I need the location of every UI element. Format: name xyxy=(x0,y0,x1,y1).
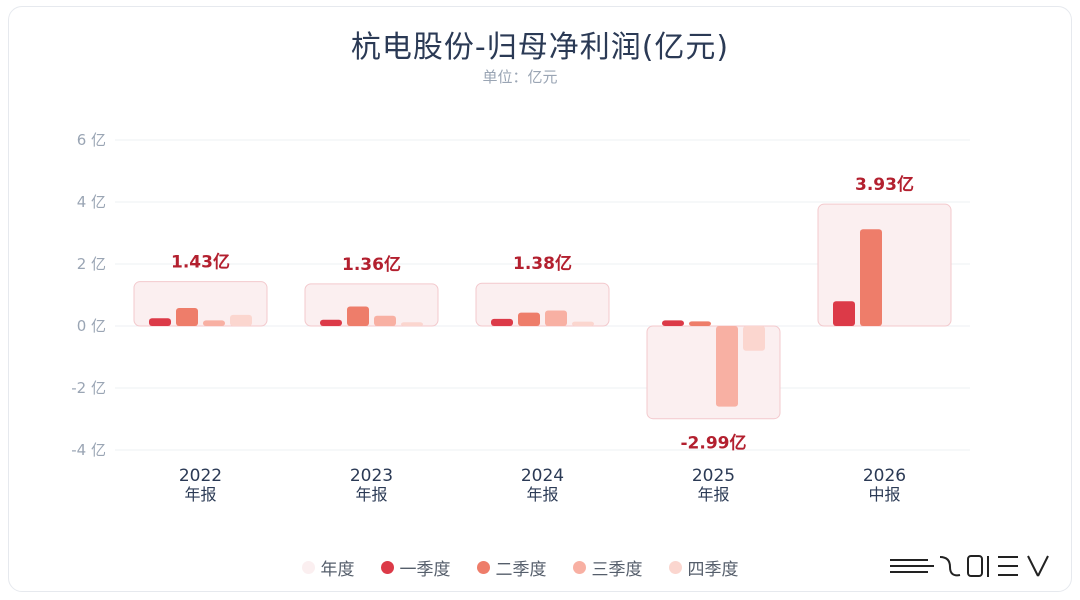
legend-label: 一季度 xyxy=(399,560,451,580)
annual-value-label: 1.38亿 xyxy=(513,253,572,274)
x-tick-period: 中报 xyxy=(868,485,900,504)
quarter-bar xyxy=(662,320,684,326)
quarter-bar xyxy=(374,315,396,326)
legend-swatch xyxy=(301,561,315,574)
annual-value-label: -2.99亿 xyxy=(681,433,747,454)
quarter-bar xyxy=(833,301,855,326)
annual-value-label: 1.36亿 xyxy=(342,254,401,275)
x-tick-period: 年报 xyxy=(184,485,216,504)
quarter-bar xyxy=(860,229,882,326)
annual-bar xyxy=(817,203,952,327)
legend-item[interactable]: 三季度 xyxy=(572,555,643,580)
annual-value-label: 3.93亿 xyxy=(855,174,914,195)
brand-logo-icon xyxy=(890,555,1049,577)
legend-item[interactable]: 二季度 xyxy=(476,555,547,580)
annual-bar xyxy=(475,282,610,327)
legend-swatch xyxy=(476,561,490,574)
chart-subtitle: 单位：亿元 xyxy=(482,68,558,86)
quarter-bar xyxy=(518,312,540,326)
quarter-bar xyxy=(491,318,513,326)
x-tick-period: 年报 xyxy=(526,485,558,504)
annual-value-label: 1.43亿 xyxy=(171,252,230,273)
legend-label: 三季度 xyxy=(591,560,643,580)
legend-item[interactable]: 年度 xyxy=(301,555,355,580)
quarter-bar xyxy=(689,321,711,326)
legend-swatch xyxy=(380,561,394,574)
legend-item[interactable]: 四季度 xyxy=(668,555,739,580)
x-tick-year: 2022 xyxy=(179,466,222,486)
quarter-bar xyxy=(230,314,252,326)
y-tick-label: 0 亿 xyxy=(77,317,106,335)
legend-swatch xyxy=(572,561,586,574)
quarter-bar xyxy=(716,326,738,407)
y-tick-label: 6 亿 xyxy=(77,131,106,149)
y-tick-label: -2 亿 xyxy=(71,379,106,397)
quarter-bar xyxy=(203,320,225,326)
chart-title: 杭电股份-归母净利润(亿元) xyxy=(350,30,730,65)
quarter-bar xyxy=(149,318,171,326)
x-tick-year: 2026 xyxy=(863,466,906,486)
x-tick-year: 2023 xyxy=(350,466,393,486)
legend-label: 年度 xyxy=(320,560,355,580)
y-tick-label: 4 亿 xyxy=(77,193,106,211)
quarter-bar xyxy=(347,306,369,326)
chart-legend: 年度 一季度 二季度 三季度 四季度 xyxy=(0,555,1040,580)
annual-bar xyxy=(304,283,439,327)
quarter-bar xyxy=(176,308,198,326)
x-tick-period: 年报 xyxy=(355,485,387,504)
legend-label: 四季度 xyxy=(687,560,739,580)
quarter-bar xyxy=(572,321,594,326)
quarter-bar xyxy=(545,310,567,326)
x-tick-year: 2024 xyxy=(521,466,564,486)
legend-label: 二季度 xyxy=(495,560,547,580)
legend-item[interactable]: 一季度 xyxy=(380,555,451,580)
quarter-bar xyxy=(320,319,342,326)
x-tick-year: 2025 xyxy=(692,466,735,486)
x-tick-period: 年报 xyxy=(697,485,729,504)
legend-swatch xyxy=(668,561,682,574)
quarter-bar xyxy=(743,326,765,351)
quarter-bar xyxy=(401,322,423,326)
y-tick-label: -4 亿 xyxy=(71,441,106,459)
y-tick-label: 2 亿 xyxy=(77,255,106,273)
